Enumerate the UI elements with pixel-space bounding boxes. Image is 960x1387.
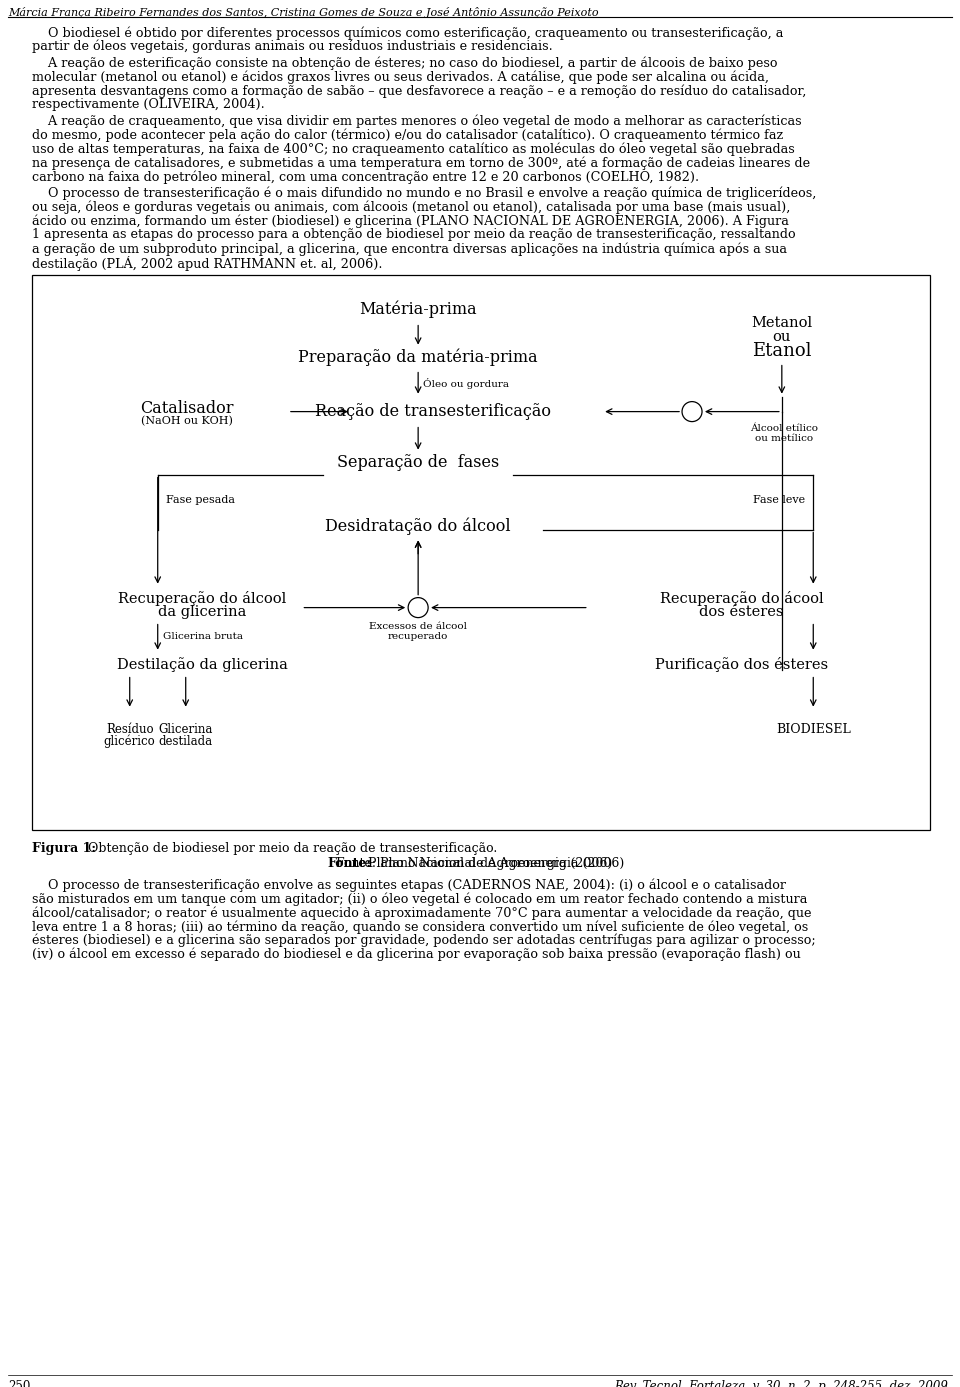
Text: Purificação dos ésteres: Purificação dos ésteres — [655, 657, 828, 673]
Text: recuperado: recuperado — [388, 632, 448, 641]
Text: O processo de transesterificação é o mais difundido no mundo e no Brasil e envol: O processo de transesterificação é o mai… — [32, 187, 816, 200]
Text: Rev. Tecnol. Fortaleza, v. 30, n. 2, p. 248-255, dez. 2009.: Rev. Tecnol. Fortaleza, v. 30, n. 2, p. … — [614, 1380, 952, 1387]
Text: destilada: destilada — [158, 735, 213, 748]
Text: Excessos de álcool: Excessos de álcool — [370, 623, 468, 631]
Text: Fase leve: Fase leve — [754, 495, 805, 505]
Text: ou metílico: ou metílico — [755, 434, 813, 442]
Text: Metanol: Metanol — [752, 316, 812, 330]
Text: Reação de transesterificação: Reação de transesterificação — [315, 404, 551, 420]
Text: álcool/catalisador; o reator é usualmente aquecido à aproximadamente 70°C para a: álcool/catalisador; o reator é usualment… — [32, 906, 811, 920]
Text: (NaOH ou KOH): (NaOH ou KOH) — [141, 416, 233, 426]
Text: 250: 250 — [8, 1380, 31, 1387]
Text: Desidratação do álcool: Desidratação do álcool — [325, 517, 511, 535]
Text: Resíduo: Resíduo — [106, 723, 154, 736]
Text: ácido ou enzima, formando um éster (biodiesel) e glicerina (PLANO NACIONAL DE AG: ácido ou enzima, formando um éster (biod… — [32, 215, 789, 227]
Text: O processo de transesterificação envolve as seguintes etapas (CADERNOS NAE, 2004: O processo de transesterificação envolve… — [32, 878, 786, 892]
Text: Separação de  fases: Separação de fases — [337, 454, 499, 472]
Text: são misturados em um tanque com um agitador; (ii) o óleo vegetal é colocado em u: são misturados em um tanque com um agita… — [32, 892, 807, 906]
Text: A reação de craqueamento, que visa dividir em partes menores o óleo vegetal de m: A reação de craqueamento, que visa divid… — [32, 115, 802, 129]
Text: destilação (PLÁ, 2002 apud RATHMANN et. al, 2006).: destilação (PLÁ, 2002 apud RATHMANN et. … — [32, 255, 382, 270]
Text: partir de óleos vegetais, gorduras animais ou resíduos industriais e residenciai: partir de óleos vegetais, gorduras anima… — [32, 40, 553, 53]
Text: BIODIESEL: BIODIESEL — [776, 723, 851, 736]
Text: Figura 1:: Figura 1: — [32, 842, 96, 854]
Bar — [32, 275, 930, 829]
Text: ou seja, óleos e gorduras vegetais ou animais, com álcoois (metanol ou etanol), : ou seja, óleos e gorduras vegetais ou an… — [32, 201, 790, 214]
Text: glicérico: glicérico — [104, 735, 156, 749]
Text: Fonte: Plano Nacional de Agroenergia (2006): Fonte: Plano Nacional de Agroenergia (20… — [336, 857, 624, 870]
Text: A reação de esterificação consiste na obtenção de ésteres; no caso do biodiesel,: A reação de esterificação consiste na ob… — [32, 57, 778, 71]
Text: Matéria-prima: Matéria-prima — [359, 301, 477, 319]
Text: Fonte:: Fonte: — [327, 857, 371, 870]
Text: 1 apresenta as etapas do processo para a obtenção de biodiesel por meio da reaçã: 1 apresenta as etapas do processo para a… — [32, 229, 796, 241]
Text: uso de altas temperaturas, na faixa de 400°C; no craqueamento catalítico as molé: uso de altas temperaturas, na faixa de 4… — [32, 143, 795, 155]
Text: Recuperação do álcool: Recuperação do álcool — [118, 591, 286, 606]
Text: molecular (metanol ou etanol) e ácidos graxos livres ou seus derivados. A catáli: molecular (metanol ou etanol) e ácidos g… — [32, 71, 769, 83]
Text: respectivamente (OLIVEIRA, 2004).: respectivamente (OLIVEIRA, 2004). — [32, 98, 265, 111]
Text: Glicerina: Glicerina — [158, 723, 213, 736]
Text: apresenta desvantagens como a formação de sabão – que desfavorece a reação – e a: apresenta desvantagens como a formação d… — [32, 85, 806, 97]
Text: Catalisador: Catalisador — [140, 399, 234, 417]
Text: dos ésteres: dos ésteres — [699, 605, 783, 619]
Text: Etanol: Etanol — [752, 341, 811, 359]
Text: do mesmo, pode acontecer pela ação do calor (térmico) e/ou do catalisador (catal: do mesmo, pode acontecer pela ação do ca… — [32, 129, 783, 141]
Text: Óleo ou gordura: Óleo ou gordura — [423, 379, 509, 390]
Text: (iv) o álcool em excesso é separado do biodiesel e da glicerina por evaporação s: (iv) o álcool em excesso é separado do b… — [32, 947, 801, 961]
Text: na presença de catalisadores, e submetidas a uma temperatura em torno de 300º, a: na presença de catalisadores, e submetid… — [32, 157, 810, 169]
Text: Glicerina bruta: Glicerina bruta — [163, 632, 243, 641]
Text: Recuperação do ácool: Recuperação do ácool — [660, 591, 824, 606]
Text: Destilação da glicerina: Destilação da glicerina — [117, 657, 288, 673]
Text: da glicerina: da glicerina — [158, 605, 247, 619]
Text: Obtenção de biodiesel por meio da reação de transesterificação.: Obtenção de biodiesel por meio da reação… — [84, 842, 497, 854]
Text: ou: ou — [773, 330, 791, 344]
Text: O biodiesel é obtido por diferentes processos químicos como esterificação, craqu: O biodiesel é obtido por diferentes proc… — [32, 26, 783, 39]
Text: Álcool etílico: Álcool etílico — [750, 424, 818, 433]
Text: a geração de um subproduto principal, a glicerina, que encontra diversas aplicaç: a geração de um subproduto principal, a … — [32, 241, 787, 255]
Text: Plano Nacional de Agroenergia (2006): Plano Nacional de Agroenergia (2006) — [364, 857, 612, 870]
Text: carbono na faixa do petróleo mineral, com uma concentração entre 12 e 20 carbono: carbono na faixa do petróleo mineral, co… — [32, 171, 699, 183]
Text: Márcia França Ribeiro Fernandes dos Santos, Cristina Gomes de Souza e José Antôn: Márcia França Ribeiro Fernandes dos Sant… — [8, 7, 599, 18]
Text: Preparação da matéria-prima: Preparação da matéria-prima — [299, 350, 538, 366]
Text: leva entre 1 a 8 horas; (iii) ao término da reação, quando se considera converti: leva entre 1 a 8 horas; (iii) ao término… — [32, 920, 808, 933]
Text: Fase pesada: Fase pesada — [166, 495, 235, 505]
Text: ésteres (biodiesel) e a glicerina são separados por gravidade, podendo ser adota: ésteres (biodiesel) e a glicerina são se… — [32, 933, 816, 947]
